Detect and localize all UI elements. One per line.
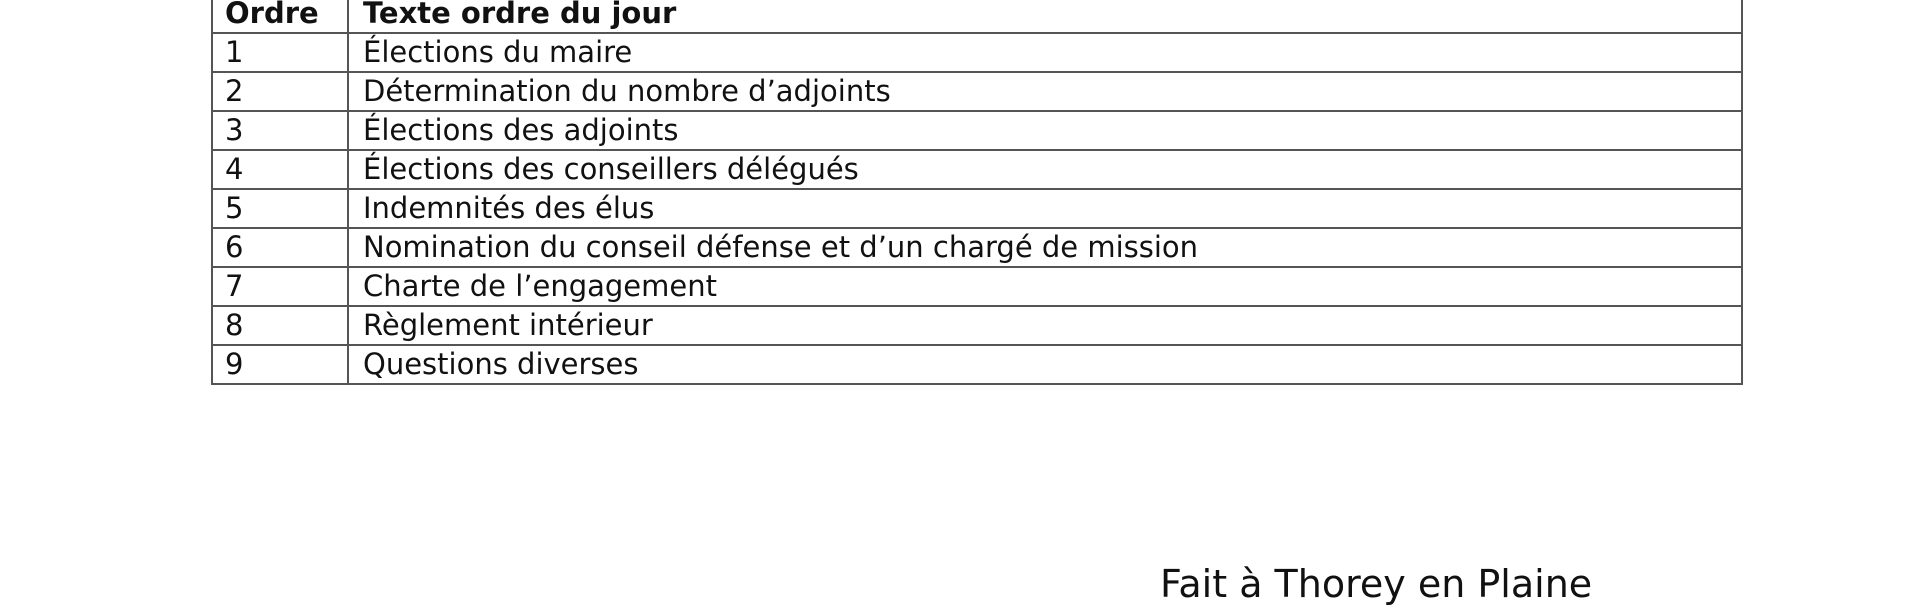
order-cell: 7 (211, 266, 349, 307)
table-row: 2 Détermination du nombre d’adjoints (211, 71, 1743, 112)
table-row: 5 Indemnités des élus (211, 188, 1743, 229)
table-row: 9 Questions diverses (211, 344, 1743, 385)
table-row: 8 Règlement intérieur (211, 305, 1743, 346)
header-text: Texte ordre du jour (347, 0, 1743, 34)
table-row: 7 Charte de l’engagement (211, 266, 1743, 307)
order-cell: 5 (211, 188, 349, 229)
order-cell: 8 (211, 305, 349, 346)
agenda-text-cell: Nomination du conseil défense et d’un ch… (347, 227, 1743, 268)
agenda-text-cell: Questions diverses (347, 344, 1743, 385)
agenda-text-cell: Élections du maire (347, 32, 1743, 73)
table-header-row: Ordre Texte ordre du jour (211, 0, 1743, 34)
order-cell: 3 (211, 110, 349, 151)
table-row: 1 Élections du maire (211, 32, 1743, 73)
agenda-text-cell: Indemnités des élus (347, 188, 1743, 229)
signature-place: Fait à Thorey en Plaine (1160, 562, 1593, 606)
order-cell: 1 (211, 32, 349, 73)
agenda-text-cell: Charte de l’engagement (347, 266, 1743, 307)
order-cell: 2 (211, 71, 349, 112)
header-order: Ordre (211, 0, 349, 34)
agenda-text-cell: Détermination du nombre d’adjoints (347, 71, 1743, 112)
agenda-text-cell: Élections des adjoints (347, 110, 1743, 151)
table-row: 6 Nomination du conseil défense et d’un c… (211, 227, 1743, 268)
agenda-table: Ordre Texte ordre du jour 1 Élections du … (211, 0, 1743, 385)
agenda-text-cell: Règlement intérieur (347, 305, 1743, 346)
table-row: 4 Élections des conseillers délégués (211, 149, 1743, 190)
table-row: 3 Élections des adjoints (211, 110, 1743, 151)
order-cell: 4 (211, 149, 349, 190)
order-cell: 6 (211, 227, 349, 268)
agenda-text-cell: Élections des conseillers délégués (347, 149, 1743, 190)
order-cell: 9 (211, 344, 349, 385)
